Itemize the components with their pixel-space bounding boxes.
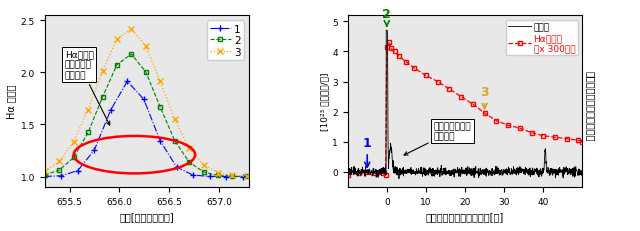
白色光 xyxy=(472,171,480,173)
Y-axis label: [10²³ ジュール/秒]: [10²³ ジュール/秒] xyxy=(321,73,330,131)
白色光 xyxy=(382,30,390,33)
Text: 2: 2 xyxy=(383,8,391,27)
Line: 白色光: 白色光 xyxy=(348,31,582,179)
1 xyxy=(140,98,148,101)
Hα水素線
（x 300倍） xyxy=(434,81,442,84)
3 xyxy=(99,70,106,73)
1 xyxy=(156,140,164,143)
2 xyxy=(99,96,106,99)
Hα水素線
（x 300倍） xyxy=(551,136,559,139)
2 xyxy=(156,106,164,109)
1 xyxy=(206,175,214,178)
Line: 3: 3 xyxy=(42,26,250,180)
Hα水素線
（x 300倍） xyxy=(469,103,477,106)
Hα水素線
（x 300倍） xyxy=(387,48,394,51)
Hα水素線
（x 300倍） xyxy=(375,171,383,173)
Legend: 白色光, Hα水素線
（x 300倍）: 白色光, Hα水素線 （x 300倍） xyxy=(506,21,578,56)
白色光 xyxy=(579,168,586,171)
白色光 xyxy=(344,170,351,173)
Hα水素線
（x 300倍） xyxy=(395,55,403,58)
白色光 xyxy=(395,178,403,180)
Hα水素線
（x 300倍） xyxy=(379,172,387,175)
Hα水素線
（x 300倍） xyxy=(540,135,547,137)
Hα水素線
（x 300倍） xyxy=(403,61,410,64)
Hα水素線
（x 300倍） xyxy=(579,141,586,143)
3 xyxy=(186,147,193,150)
3 xyxy=(70,140,77,143)
1 xyxy=(74,170,82,172)
1 xyxy=(90,149,98,152)
3 xyxy=(243,175,251,178)
Hα水素線
（x 300倍） xyxy=(385,42,392,45)
Text: Hα線の幅
や強度が大
きく変化: Hα線の幅 や強度が大 きく変化 xyxy=(65,50,109,125)
Hα水素線
（x 300倍） xyxy=(356,172,364,175)
2 xyxy=(228,175,236,178)
2 xyxy=(56,169,63,172)
1 xyxy=(58,175,65,177)
2 xyxy=(214,174,222,177)
Hα水素線
（x 300倍） xyxy=(563,138,571,140)
3 xyxy=(171,119,179,121)
Legend: 1, 2, 3: 1, 2, 3 xyxy=(207,21,244,61)
1 xyxy=(107,109,115,112)
Hα水素線
（x 300倍） xyxy=(457,96,465,99)
Text: 1: 1 xyxy=(363,137,372,167)
2 xyxy=(142,71,150,74)
Line: 1: 1 xyxy=(42,79,246,180)
Hα水素線
（x 300倍） xyxy=(422,75,429,78)
3 xyxy=(214,171,222,174)
Text: 3: 3 xyxy=(480,86,489,109)
Line: Hα水素線
（x 300倍）: Hα水素線 （x 300倍） xyxy=(345,41,585,178)
3 xyxy=(142,46,150,48)
Line: 2: 2 xyxy=(42,52,250,179)
Hα水素線
（x 300倍） xyxy=(364,171,371,173)
Hα水素線
（x 300倍） xyxy=(528,132,536,134)
3 xyxy=(156,81,164,83)
1 xyxy=(222,175,230,178)
3 xyxy=(56,160,63,163)
Y-axis label: Hα 線強度: Hα 線強度 xyxy=(6,85,17,119)
Hα水素線
（x 300倍） xyxy=(371,172,379,175)
Hα水素線
（x 300倍） xyxy=(493,120,500,122)
Text: 異なる波長での星の明るさ: 異なる波長での星の明るさ xyxy=(586,71,596,141)
Hα水素線
（x 300倍） xyxy=(344,174,351,176)
X-axis label: 波長[ナノメートル]: 波長[ナノメートル] xyxy=(120,211,174,221)
白色光 xyxy=(468,171,476,174)
Hα水素線
（x 300倍） xyxy=(391,51,399,54)
2 xyxy=(171,140,179,142)
3 xyxy=(41,170,49,173)
1 xyxy=(124,81,131,83)
2 xyxy=(84,131,92,134)
Hα水素線
（x 300倍） xyxy=(481,112,488,115)
Hα水素線
（x 300倍） xyxy=(410,67,418,70)
Hα水素線
（x 300倍） xyxy=(383,46,390,49)
2 xyxy=(186,161,193,164)
Hα水素線
（x 300倍） xyxy=(445,88,453,91)
1 xyxy=(239,175,246,178)
3 xyxy=(84,109,92,112)
3 xyxy=(228,174,236,177)
X-axis label: フレア開始からの時間　[分]: フレア開始からの時間 [分] xyxy=(426,211,504,221)
2 xyxy=(70,156,77,159)
2 xyxy=(127,53,135,56)
Hα水素線
（x 300倍） xyxy=(516,127,524,130)
3 xyxy=(200,164,207,167)
白色光 xyxy=(423,173,431,176)
3 xyxy=(113,39,121,41)
2 xyxy=(113,64,121,67)
2 xyxy=(243,175,251,178)
白色光 xyxy=(375,170,383,173)
2 xyxy=(200,171,207,174)
2 xyxy=(41,174,49,176)
Hα水素線
（x 300倍） xyxy=(504,124,512,127)
白色光 xyxy=(446,172,454,175)
白色光 xyxy=(383,33,391,36)
3 xyxy=(127,28,135,31)
Hα水素線
（x 300倍） xyxy=(575,139,582,142)
1 xyxy=(173,166,180,169)
Text: 波長毎に時間変
化が違う: 波長毎に時間変 化が違う xyxy=(404,122,471,155)
1 xyxy=(189,174,197,177)
Hα水素線
（x 300倍） xyxy=(382,174,390,176)
1 xyxy=(41,175,49,178)
